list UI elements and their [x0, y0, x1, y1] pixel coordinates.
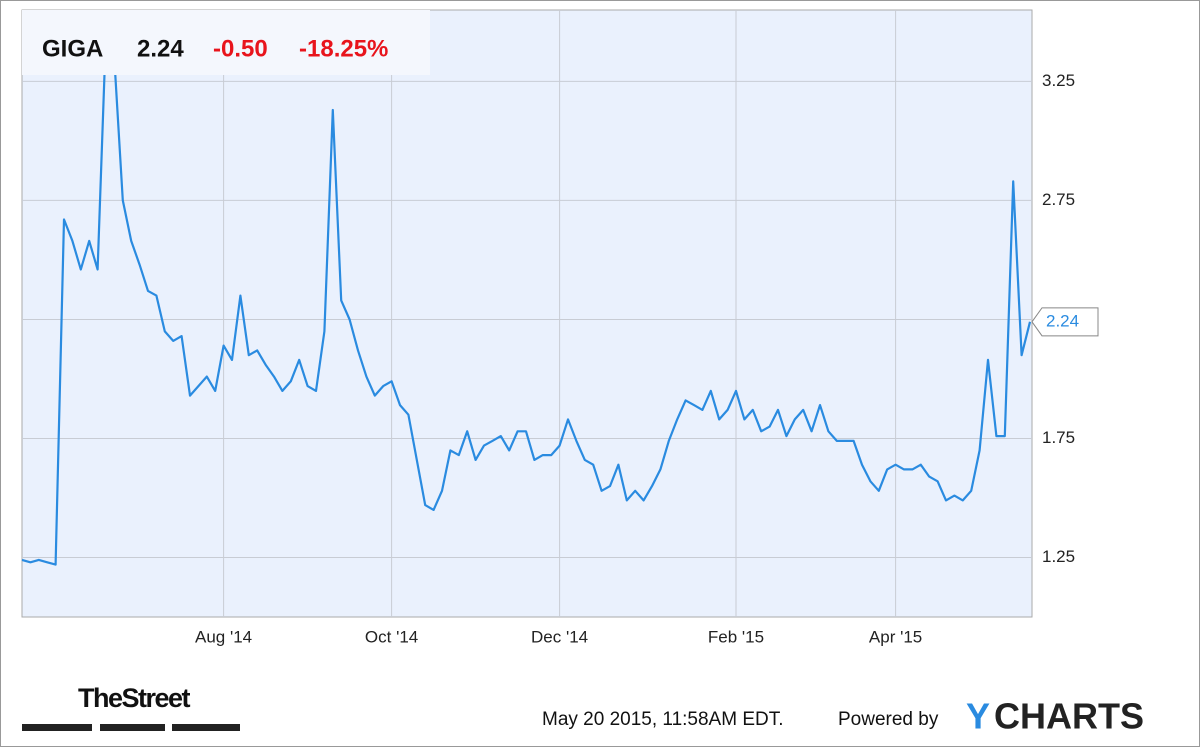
price: 2.24: [137, 35, 184, 62]
logo-bar: [100, 724, 165, 731]
x-tick-label: Aug '14: [195, 627, 252, 646]
y-tick-label: 2.75: [1042, 190, 1075, 209]
y-tick-label: 1.25: [1042, 547, 1075, 566]
y-tick-label: 1.75: [1042, 428, 1075, 447]
ticker: GIGA: [42, 35, 103, 62]
series: [21, 30, 1032, 566]
source-logo: TheStreet: [78, 683, 191, 713]
header-box: [22, 10, 430, 75]
change-percent: -18.25%: [299, 35, 388, 62]
powered-by: Powered by: [838, 709, 939, 730]
plot-area: [21, 9, 1033, 618]
x-tick-label: Feb '15: [708, 627, 764, 646]
logo-bar: [22, 724, 92, 731]
price-line: [21, 30, 1032, 566]
last-value-flag: [1031, 307, 1099, 337]
x-tick-label: Dec '14: [531, 627, 588, 646]
brand-name: CHARTS: [994, 696, 1144, 737]
y-tick-label: 3.25: [1042, 71, 1075, 90]
x-tick-label: Oct '14: [365, 627, 418, 646]
last-value-label: 2.24: [1046, 311, 1079, 330]
logo-bar: [172, 724, 240, 731]
timestamp: May 20 2015, 11:58AM EDT.: [542, 709, 784, 730]
brand-y: Y: [966, 696, 990, 737]
x-tick-label: Apr '15: [869, 627, 922, 646]
grid: [22, 10, 1032, 617]
change: -0.50: [213, 35, 268, 62]
